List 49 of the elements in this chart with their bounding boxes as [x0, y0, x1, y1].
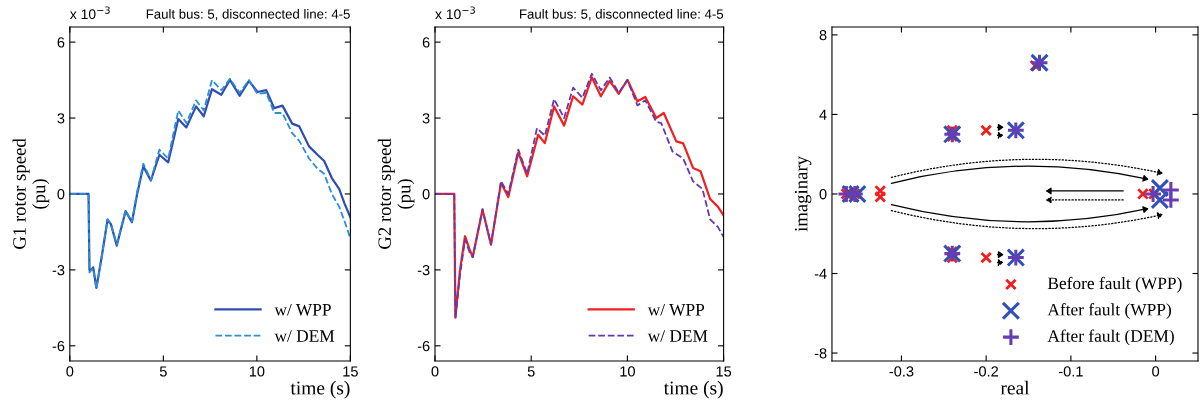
- x-tick-label: -0.1: [1058, 366, 1083, 377]
- y-tick-label: 4: [819, 109, 827, 120]
- legend-label: Before fault (WPP): [1047, 276, 1182, 293]
- y-tick-label: -4: [814, 268, 827, 279]
- x-tick-label: 0: [66, 366, 74, 377]
- x-axis-title: time (s): [663, 380, 723, 399]
- x-tick-label: 5: [159, 366, 167, 377]
- x-tick-label: 10: [620, 366, 635, 377]
- legend-label: w/ DEM: [647, 330, 708, 342]
- x-axis-title: real: [1000, 380, 1030, 395]
- x-tick-label: 5: [527, 366, 535, 377]
- y-tick-label: 3: [422, 113, 430, 124]
- y-tick-label: 0: [422, 189, 430, 200]
- x-tick-label: 0: [431, 366, 439, 377]
- chart-title: Fault bus: 5, disconnected line: 4-5: [146, 9, 350, 21]
- y-tick-label: -3: [52, 264, 65, 276]
- y-tick-label: 0: [57, 189, 65, 200]
- point: [980, 124, 993, 137]
- legend-label: w/ WPP: [647, 303, 705, 316]
- y-tick-label: -3: [417, 264, 430, 276]
- y-tick-label: 6: [57, 37, 65, 48]
- y-tick-label: 8: [819, 29, 827, 41]
- y-tick-label: 0: [819, 189, 827, 200]
- y-tick-label: -6: [417, 340, 430, 352]
- x-tick-label: 15: [343, 366, 358, 377]
- point: [1161, 190, 1181, 210]
- legend-label: w/ WPP: [274, 303, 331, 316]
- y-tick-label: 6: [422, 37, 430, 48]
- legend-label: After fault (DEM): [1047, 329, 1174, 346]
- chart-title: Fault bus: 5, disconnected line: 4-5: [520, 9, 724, 21]
- y-axis-title: G2 rotor speed (pu): [377, 138, 415, 249]
- x-axis-title: time (s): [290, 380, 350, 399]
- y-tick-label: -8: [814, 348, 827, 359]
- x-tick-label: -0.3: [889, 366, 914, 377]
- x-tick-label: 0: [1152, 366, 1160, 377]
- legend-label: w/ DEM: [274, 330, 335, 342]
- point: [874, 184, 887, 198]
- y-axis-title: imaginary: [794, 156, 812, 232]
- x-tick-label: 15: [716, 366, 732, 377]
- text: x 10$^{−3}$: [69, 6, 110, 20]
- point: [980, 251, 993, 264]
- point: [874, 190, 887, 203]
- x-tick-label: 10: [249, 366, 265, 377]
- y-tick-label: 3: [57, 113, 65, 124]
- legend-label: After fault (WPP): [1047, 303, 1171, 320]
- y-tick-label: -6: [52, 340, 65, 352]
- text: x 10$^{−3}$: [435, 6, 475, 20]
- x-tick-label: -0.2: [974, 366, 998, 377]
- y-axis-title: G1 rotor speed (pu): [12, 138, 50, 249]
